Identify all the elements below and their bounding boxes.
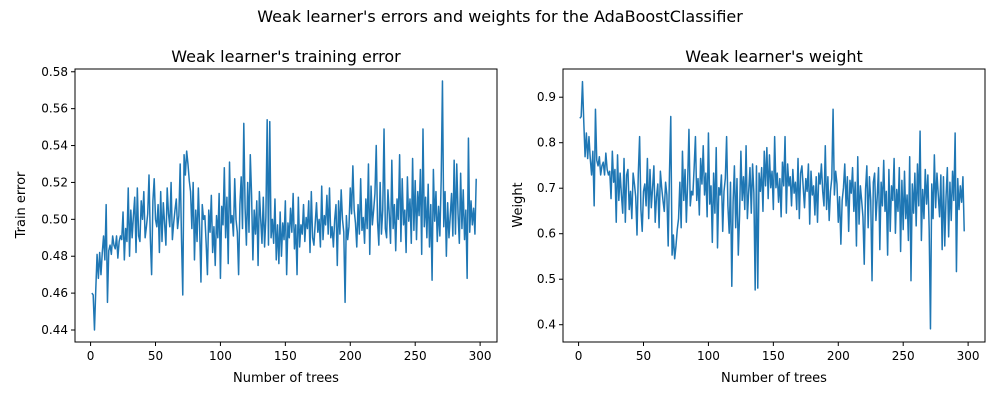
- weight-plot: [579, 80, 965, 330]
- training-error-ticks: 0 50 100 150 200 250 300 0.44 0.46 0.48 0.50 0.52 0.…: [41, 65, 491, 363]
- training-error-chart: Weak learner's training error 0 50 100 150 2…: [14, 47, 498, 386]
- weight-xlabel: Number of trees: [721, 371, 827, 386]
- y-tick-label: 0.8: [537, 136, 556, 150]
- y-tick-label: 0.54: [41, 139, 68, 153]
- y-tick-label: 0.56: [41, 102, 68, 116]
- y-tick-label: 0.52: [41, 175, 68, 189]
- y-tick-label: 0.6: [537, 227, 556, 241]
- weight-ticks: 0 50 100 150 200 250 300 0.4 0.5 0.6 0.7 0.8 0.9: [537, 90, 980, 363]
- weight-chart: Weak learner's weight 0 50 100 150 200 250 300…: [511, 47, 986, 386]
- y-tick-label: 0.50: [41, 212, 68, 226]
- x-tick-label: 300: [469, 349, 492, 363]
- x-tick-label: 200: [339, 349, 362, 363]
- y-tick-label: 0.58: [41, 65, 68, 79]
- x-tick-label: 100: [697, 349, 720, 363]
- training-error-xlabel: Number of trees: [233, 371, 339, 386]
- training-error-line: [91, 80, 477, 331]
- figure-suptitle: Weak learner's errors and weights for th…: [257, 7, 743, 26]
- y-tick-label: 0.48: [41, 249, 68, 263]
- training-error-plot: [91, 80, 477, 331]
- weight-ylabel: Weight: [511, 182, 526, 227]
- x-tick-label: 150: [274, 349, 297, 363]
- y-tick-label: 0.44: [41, 323, 68, 337]
- y-tick-label: 0.5: [537, 272, 556, 286]
- x-tick-label: 100: [209, 349, 232, 363]
- x-tick-label: 250: [892, 349, 915, 363]
- y-tick-label: 0.4: [537, 318, 556, 332]
- y-tick-label: 0.7: [537, 181, 556, 195]
- training-error-title: Weak learner's training error: [171, 47, 401, 66]
- y-tick-label: 0.46: [41, 286, 68, 300]
- x-tick-label: 0: [87, 349, 95, 363]
- x-tick-label: 50: [148, 349, 163, 363]
- x-tick-label: 200: [827, 349, 850, 363]
- x-tick-label: 0: [575, 349, 583, 363]
- weight-title: Weak learner's weight: [685, 47, 863, 66]
- x-tick-label: 250: [404, 349, 427, 363]
- x-tick-label: 300: [957, 349, 980, 363]
- training-error-ylabel: Train error: [14, 171, 29, 239]
- training-error-axes-frame: [74, 68, 498, 343]
- weight-line: [579, 80, 965, 330]
- weight-axes-frame: [562, 68, 986, 343]
- x-tick-label: 50: [636, 349, 651, 363]
- y-tick-label: 0.9: [537, 90, 556, 104]
- x-tick-label: 150: [762, 349, 785, 363]
